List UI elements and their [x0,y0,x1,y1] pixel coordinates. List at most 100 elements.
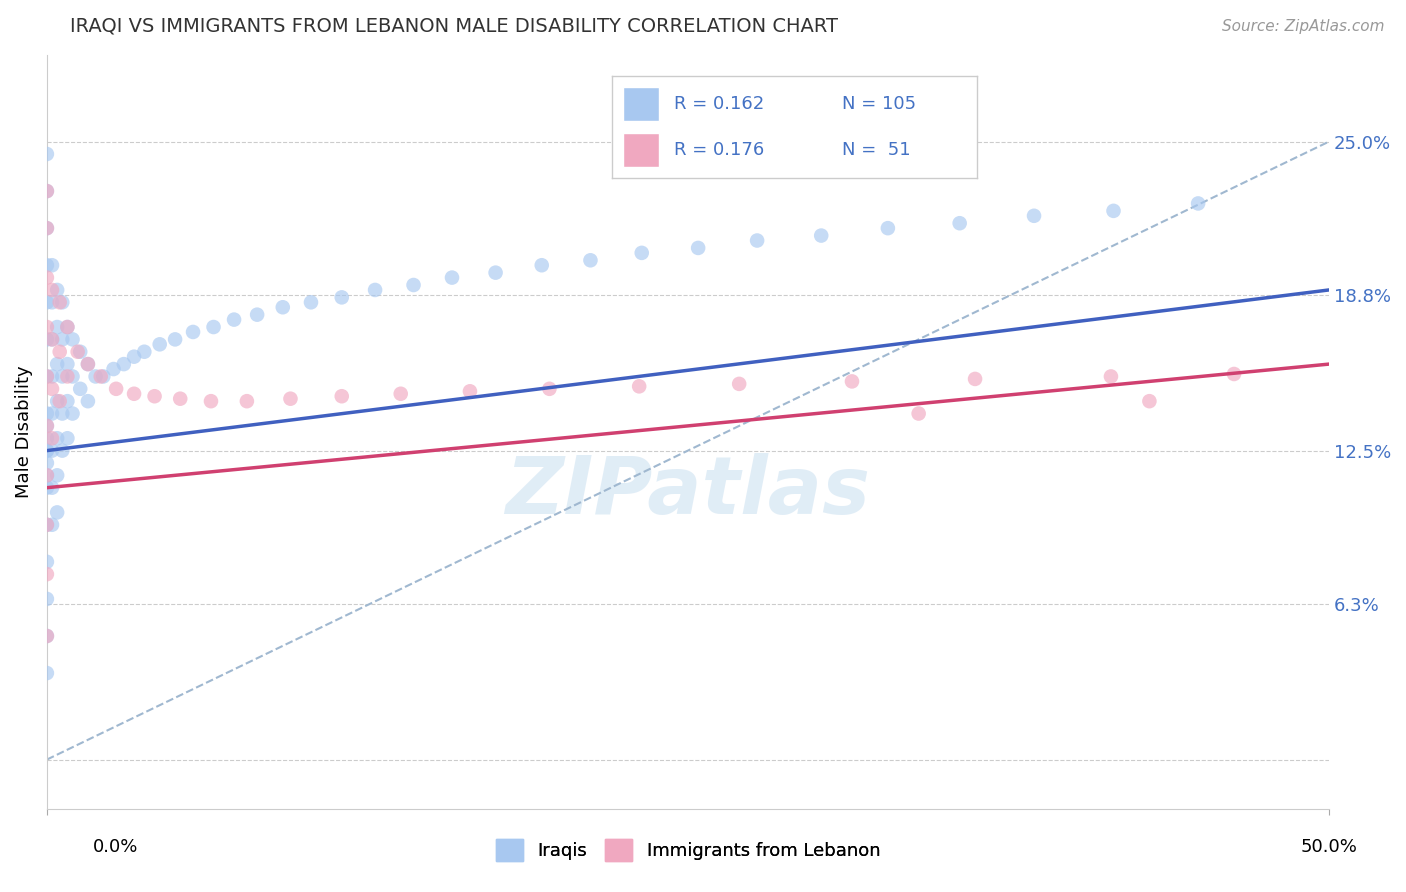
Point [222,312,245,326]
Point [35,456,58,470]
Point [105,382,128,396]
Point [949,216,972,230]
Point [35,443,58,458]
Point [35,270,58,285]
FancyBboxPatch shape [623,133,659,167]
Point [48,295,70,310]
Point [579,253,602,268]
Point [69,382,91,396]
Point [628,379,651,393]
Point [538,382,561,396]
Point [46,468,69,483]
Point [1099,369,1122,384]
Point [1187,196,1209,211]
Point [35,468,58,483]
Point [48,344,70,359]
Point [56,320,79,334]
Point [271,300,294,314]
Point [35,629,58,643]
Point [51,407,73,421]
Point [51,369,73,384]
Point [728,376,751,391]
Point [90,369,112,384]
Text: Source: ZipAtlas.com: Source: ZipAtlas.com [1222,20,1385,34]
Text: 0.0%: 0.0% [93,838,138,855]
Point [41,295,63,310]
Point [77,357,100,371]
Point [46,505,69,519]
Point [236,394,259,409]
Point [51,443,73,458]
Point [51,332,73,346]
Point [62,407,84,421]
Point [810,228,832,243]
Point [745,234,768,248]
Point [440,270,463,285]
Point [1022,209,1045,223]
Point [77,357,100,371]
Point [35,407,58,421]
Point [246,308,269,322]
Point [841,375,863,389]
FancyBboxPatch shape [623,87,659,121]
Point [165,332,187,346]
Point [46,431,69,445]
Point [46,357,69,371]
Legend: Iraqis, Immigrants from Lebanon: Iraqis, Immigrants from Lebanon [488,831,887,868]
Point [112,357,135,371]
Point [35,258,58,272]
Point [41,382,63,396]
Text: N =  51: N = 51 [842,141,911,159]
Y-axis label: Male Disability: Male Disability [15,366,32,499]
Text: ZIPatlas: ZIPatlas [505,453,870,532]
Point [51,295,73,310]
Point [41,332,63,346]
Point [299,295,322,310]
Point [149,337,172,351]
Point [458,384,481,399]
Point [56,369,79,384]
Point [35,369,58,384]
Point [41,369,63,384]
Point [876,221,898,235]
Point [280,392,302,406]
Point [35,517,58,532]
Point [1139,394,1161,409]
Text: N = 105: N = 105 [842,95,917,112]
Point [35,555,58,569]
Point [41,517,63,532]
Point [169,392,191,406]
Point [35,221,58,235]
Point [35,369,58,384]
Point [484,266,506,280]
Point [35,418,58,433]
Point [35,184,58,198]
Point [62,332,84,346]
Point [330,290,353,304]
Point [1223,367,1246,381]
Point [389,386,412,401]
Point [963,372,986,386]
Point [202,320,225,334]
Point [41,407,63,421]
Point [56,394,79,409]
Point [143,389,166,403]
Point [103,362,125,376]
Point [330,389,353,403]
Point [122,350,145,364]
Point [56,431,79,445]
Point [35,221,58,235]
Point [35,666,58,681]
Point [907,407,929,421]
Point [41,258,63,272]
Point [56,357,79,371]
Point [41,283,63,297]
Point [35,443,58,458]
Point [35,431,58,445]
Text: R = 0.176: R = 0.176 [673,141,763,159]
Point [530,258,553,272]
Point [41,481,63,495]
Point [688,241,710,255]
Point [46,394,69,409]
Point [35,147,58,161]
